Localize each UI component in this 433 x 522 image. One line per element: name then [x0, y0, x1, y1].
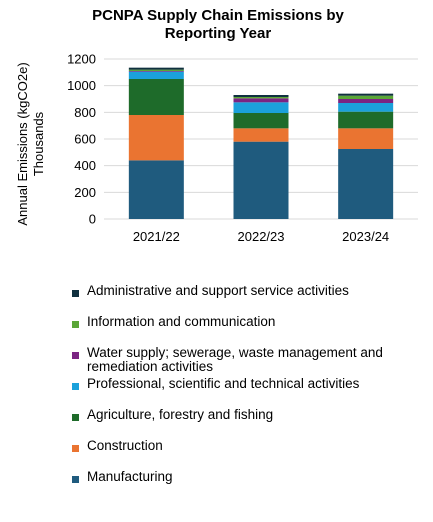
legend-item: Manufacturing [72, 470, 173, 484]
legend-item: Agriculture, forestry and fishing [72, 408, 273, 422]
bar-segment [128, 69, 184, 71]
legend-item: Construction [72, 439, 163, 453]
y-tick-label: 1000 [67, 78, 96, 93]
legend-label: Manufacturing [87, 469, 173, 484]
y-tick-label: 800 [74, 105, 96, 120]
bar-segment [338, 111, 394, 129]
bar-segment [233, 128, 289, 142]
x-tick-label: 2023/24 [342, 229, 389, 244]
bar-segment [338, 99, 394, 103]
legend-label: Administrative and support service activ… [87, 283, 349, 298]
bar-segment [338, 95, 394, 99]
bar-segment [128, 71, 184, 72]
bar-segment [128, 67, 184, 70]
y-axis-label: Annual Emissions (kgCO2e) Thousands [15, 62, 46, 225]
legend-swatch [72, 352, 79, 359]
legend-swatch [72, 321, 79, 328]
legend-label: Water supply; sewerage, waste management… [87, 345, 383, 374]
bar-segment [338, 103, 394, 112]
bar-segment [128, 79, 184, 115]
bar-segment [233, 98, 289, 103]
legend-item: Water supply; sewerage, waste management… [72, 346, 422, 374]
legend-item: Information and communication [72, 315, 275, 329]
bar-segment [338, 93, 394, 96]
bar-segment [128, 71, 184, 79]
bars [128, 67, 394, 219]
x-tick-labels: 2021/22 2022/23 2023/24 [133, 229, 389, 244]
legend-item: Professional, scientific and technical a… [72, 377, 359, 391]
bar-segment [338, 149, 394, 219]
legend-label: Construction [87, 438, 163, 453]
bar-segment [233, 113, 289, 129]
bar-segment [233, 141, 289, 219]
y-tick-label: 400 [74, 158, 96, 173]
legend-label: Professional, scientific and technical a… [87, 376, 360, 391]
bar-segment [233, 95, 289, 97]
chart-title: PCNPA Supply Chain Emissions byReporting… [92, 7, 344, 42]
legend-swatch [72, 383, 79, 390]
legend-swatch [72, 290, 79, 297]
legend-label: Information and communication [87, 314, 276, 329]
legend-item: Administrative and support service activ… [72, 284, 349, 298]
y-tick-label: 200 [74, 185, 96, 200]
bar-segment [128, 160, 184, 219]
legend-label: Agriculture, forestry and fishing [87, 407, 274, 422]
y-axis-label-line: Thousands [31, 111, 46, 176]
x-tick-label: 2022/23 [238, 229, 285, 244]
chart-title-line: PCNPA Supply Chain Emissions by [92, 7, 344, 24]
y-tick-label: 600 [74, 132, 96, 147]
bar-segment [128, 115, 184, 161]
bar-segment [233, 97, 289, 99]
chart-title-line: Reporting Year [165, 25, 272, 42]
legend-swatch [72, 414, 79, 421]
bar-segment [233, 102, 289, 113]
y-tick-label: 0 [89, 212, 96, 227]
y-tick-label: 1200 [67, 52, 96, 67]
legend-swatch [72, 476, 79, 483]
y-tick-labels: 0 200 400 600 800 1000 1200 [67, 52, 96, 227]
bar-segment [338, 128, 394, 149]
x-tick-label: 2021/22 [133, 229, 180, 244]
y-axis-label-line: Annual Emissions (kgCO2e) [15, 62, 30, 225]
legend-swatch [72, 445, 79, 452]
